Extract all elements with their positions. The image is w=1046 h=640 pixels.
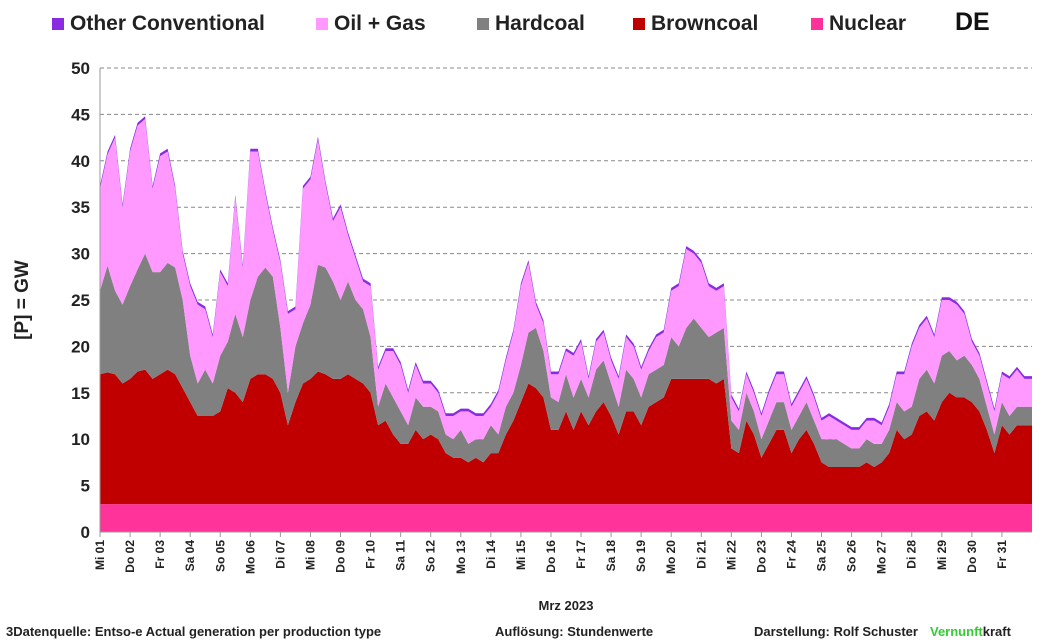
legend-item-browncoal: Browncoal — [633, 12, 758, 36]
x-tick-label: So 05 — [213, 540, 227, 572]
y-tick-label: 20 — [71, 337, 90, 356]
axes — [99, 68, 1032, 533]
legend-label-other-conventional: Other Conventional — [70, 12, 265, 35]
y-axis-label: [P] = GW — [12, 260, 33, 340]
x-tick-label: Sa 25 — [815, 540, 829, 572]
series-area-hardcoal — [100, 253, 1032, 468]
x-tick-label: Do 23 — [754, 540, 768, 573]
y-tick-label: 35 — [71, 198, 90, 217]
x-tick-label: Mi 22 — [724, 540, 738, 570]
x-tick-label: Sa 11 — [394, 540, 408, 571]
footer-brand-green: Vernunft — [930, 624, 983, 639]
x-tick-label: Fr 24 — [784, 540, 798, 569]
x-tick-label: Sa 18 — [604, 540, 618, 572]
x-tick-label: Fr 03 — [153, 540, 167, 569]
x-tick-label: Di 14 — [484, 540, 498, 569]
y-tick-labels: 0 5 10 15 20 25 30 35 40 45 50 — [71, 59, 90, 542]
x-tick-label: Mo 20 — [664, 540, 678, 574]
legend-label-nuclear: Nuclear — [829, 12, 907, 35]
footer-source: 3Datenquelle: Entso-e Actual generation … — [6, 624, 382, 639]
y-tick-label: 5 — [81, 477, 90, 496]
x-tick-label: Do 02 — [123, 540, 137, 573]
chart-legend: Other Conventional Oil + Gas Hardcoal Br… — [0, 8, 1046, 42]
x-tick-label: Do 16 — [544, 540, 558, 573]
x-tick-label: Mi 08 — [303, 540, 317, 570]
series-area-browncoal — [100, 369, 1032, 505]
y-tick-label: 40 — [71, 152, 90, 171]
footer-brand: Vernunftkraft — [930, 624, 1011, 639]
legend-swatch-nuclear — [811, 18, 823, 30]
legend-item-other-conventional: Other Conventional — [52, 12, 265, 36]
legend-swatch-oil-gas — [316, 18, 328, 30]
y-tick-label: 30 — [71, 245, 90, 264]
x-tick-label: Di 07 — [273, 540, 287, 569]
y-tick-label: 45 — [71, 105, 90, 124]
x-tick-label: Mi 15 — [514, 540, 528, 570]
legend-item-oil-gas: Oil + Gas — [316, 12, 426, 36]
footer-brand-rest: kraft — [982, 624, 1011, 639]
x-tick-label: Mo 27 — [875, 540, 889, 574]
x-tick-label: So 19 — [634, 540, 648, 572]
x-tick-label: Mi 29 — [935, 540, 949, 570]
legend-item-nuclear: Nuclear — [811, 12, 906, 36]
x-tick-label: So 12 — [424, 540, 438, 572]
x-tick-label: Do 09 — [334, 540, 348, 573]
series-areas — [100, 116, 1032, 532]
x-tick-label: Di 28 — [905, 540, 919, 569]
legend-label-browncoal: Browncoal — [651, 12, 759, 35]
y-tick-label: 15 — [71, 384, 90, 403]
y-tick-label: 25 — [71, 291, 90, 310]
y-tick-label: 10 — [71, 430, 90, 449]
footer-resolution: Auflösung: Stundenwerte — [495, 624, 654, 639]
x-tick-label: Fr 17 — [574, 540, 588, 569]
legend-swatch-other-conventional — [52, 18, 64, 30]
x-tick-label: Mo 06 — [243, 540, 257, 574]
x-tick-label: Fr 10 — [364, 540, 378, 569]
legend-swatch-hardcoal — [477, 18, 489, 30]
legend-label-hardcoal: Hardcoal — [495, 12, 585, 35]
region-label: DE — [955, 8, 990, 36]
x-tick-label: Sa 04 — [183, 540, 197, 572]
footer-author: Darstellung: Rolf Schuster — [754, 624, 918, 639]
x-tick-label: Mi 01 — [93, 540, 107, 570]
legend-swatch-browncoal — [633, 18, 645, 30]
x-tick-label: So 26 — [845, 540, 859, 572]
series-area-nuclear — [100, 504, 1032, 532]
x-tick-labels: Mi 01 Do 02 Fr 03 Sa 04 So 05 Mo 06 Di 07 Mi 08… — [93, 532, 1009, 574]
legend-item-hardcoal: Hardcoal — [477, 12, 585, 36]
y-tick-label: 0 — [81, 523, 90, 542]
stacked-area-chart: 0 5 10 15 20 25 30 35 40 45 50 Mi 01 Do 02 Fr 03 Sa 0… — [12, 59, 1032, 613]
y-tick-label: 50 — [71, 59, 90, 78]
x-axis-label: Mrz 2023 — [539, 598, 594, 613]
x-tick-label: Di 21 — [694, 540, 708, 569]
x-tick-label: Mo 13 — [454, 540, 468, 574]
x-tick-label: Do 30 — [965, 540, 979, 573]
x-tick-label: Fr 31 — [995, 540, 1009, 569]
legend-label-oil-gas: Oil + Gas — [334, 12, 426, 35]
